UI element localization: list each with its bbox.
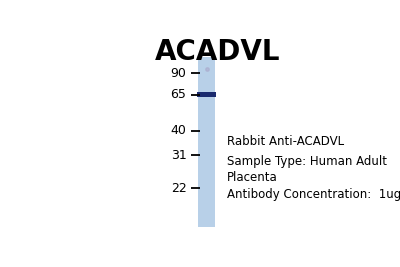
Text: 65: 65 <box>170 88 186 101</box>
Text: Antibody Concentration:  1ug/mL: Antibody Concentration: 1ug/mL <box>227 188 400 201</box>
Text: 40: 40 <box>170 124 186 137</box>
Text: 31: 31 <box>171 149 186 162</box>
Text: Sample Type: Human Adult
Placenta: Sample Type: Human Adult Placenta <box>227 155 387 184</box>
Text: Rabbit Anti-ACADVL: Rabbit Anti-ACADVL <box>227 135 344 148</box>
Text: 22: 22 <box>171 182 186 195</box>
Bar <box>198 57 215 227</box>
Bar <box>197 92 216 97</box>
Text: 90: 90 <box>170 67 186 80</box>
Text: ACADVL: ACADVL <box>155 38 280 66</box>
